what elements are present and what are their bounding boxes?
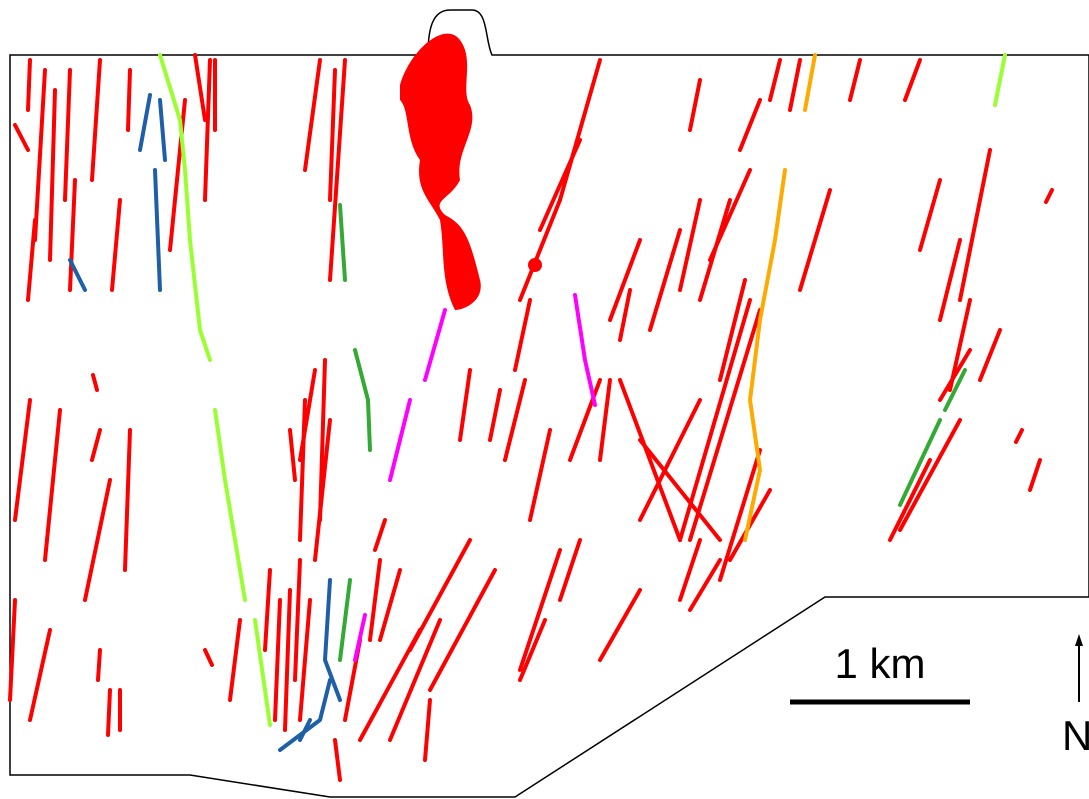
fault-line <box>28 60 30 110</box>
page: html, body { margin: 0; padding: 0; widt… <box>0 0 1089 799</box>
page-body: {"scale_bar": {"label": "1 km"}, "north_… <box>0 0 1089 799</box>
fault-map: 1 km N <box>0 0 1089 799</box>
fault-line <box>98 650 100 680</box>
scale-label: 1 km <box>834 640 925 687</box>
north-label: N <box>1062 712 1089 759</box>
study-area-boundary <box>10 10 1089 797</box>
fault-line <box>108 690 110 735</box>
fault-line <box>128 70 130 130</box>
north-arrow-head <box>1075 634 1083 646</box>
